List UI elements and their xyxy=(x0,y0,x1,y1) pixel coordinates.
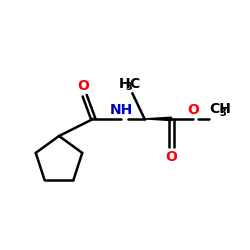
Text: C: C xyxy=(130,77,140,91)
Text: O: O xyxy=(77,79,89,93)
Text: O: O xyxy=(166,150,177,164)
Text: O: O xyxy=(188,103,200,117)
Text: 3: 3 xyxy=(220,108,226,118)
Text: H: H xyxy=(119,77,130,91)
Polygon shape xyxy=(144,117,172,120)
Text: CH: CH xyxy=(209,102,231,117)
Text: 3: 3 xyxy=(126,82,132,92)
Text: NH: NH xyxy=(110,103,133,117)
